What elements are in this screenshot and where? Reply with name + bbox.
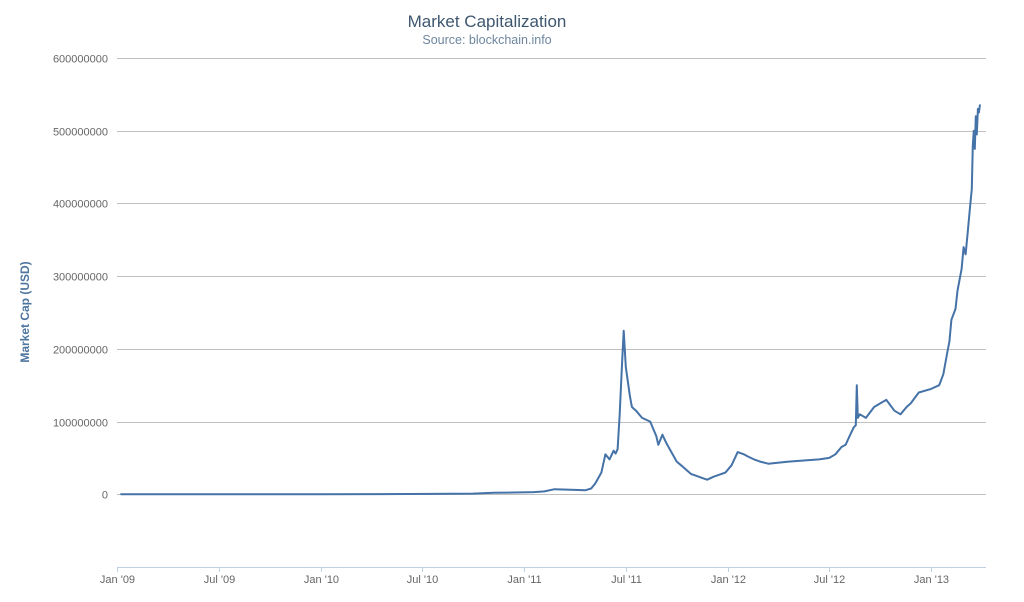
x-tick-label: Jan '10 [304,574,339,586]
x-tick-label: Jan '13 [914,574,949,586]
y-axis-ticks: 0 100000000 200000000 300000000 400000000 500… [53,54,108,502]
y-tick-label: 300000000 [53,272,108,284]
x-axis-ticks: Jan '09 Jul '09 Jan '10 Jul '10 Jan '11 Jul '… [100,567,949,586]
series-layer [120,104,981,496]
x-tick-label: Jul '11 [611,574,642,586]
x-tick-label: Jul '12 [814,574,845,586]
y-tick-label: 400000000 [53,199,108,211]
series-line-market-cap [120,104,981,496]
y-axis-label: Market Cap (USD) [18,261,32,362]
y-tick-label: 0 [102,490,108,502]
x-tick-label: Jan '12 [711,574,746,586]
x-tick-label: Jul '10 [407,574,438,586]
y-tick-label: 600000000 [53,54,108,66]
grid-lines [117,58,986,568]
x-tick-label: Jan '09 [100,574,135,586]
y-tick-label: 200000000 [53,345,108,357]
chart-subtitle: Source: blockchain.info [422,33,551,47]
x-tick-label: Jul '09 [204,574,235,586]
x-tick-label: Jan '11 [507,574,541,586]
y-tick-label: 500000000 [53,127,108,139]
chart-title: Market Capitalization [408,12,567,31]
y-tick-label: 100000000 [53,418,108,430]
